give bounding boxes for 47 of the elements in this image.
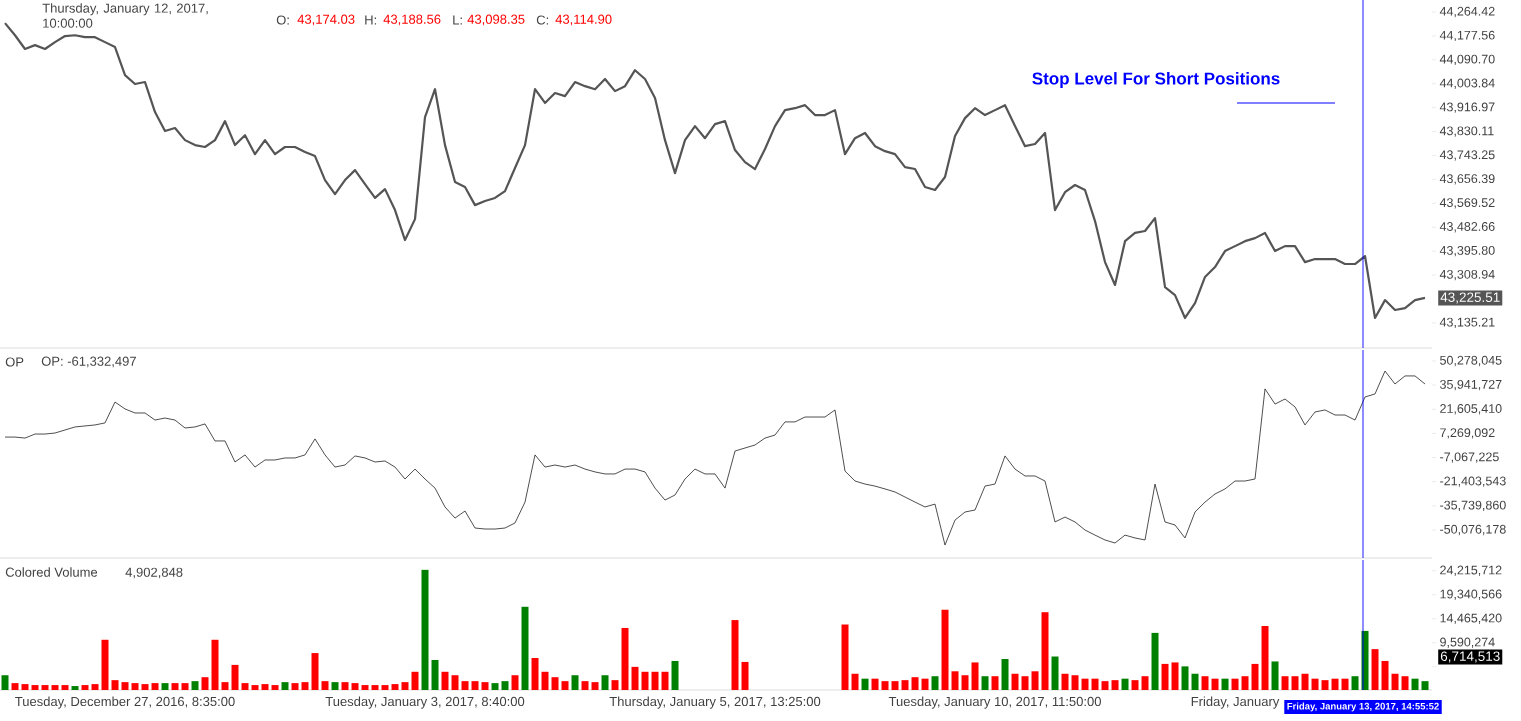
chart-title: OP [5,357,24,367]
y-tick-label: 19,340,566 [1440,589,1502,600]
chart-title: Colored Volume [5,567,98,577]
y-tick-label: 44,003.84 [1439,78,1495,89]
y-tick-label: 43,135.21 [1439,317,1495,329]
y-tick-label: 35,941,727 [1440,379,1502,391]
annotation: C: [536,15,549,25]
annotation: OP: -61,332,497 [41,356,136,368]
annotation: 43,188.56 [383,14,441,26]
x-tick-label: Tuesday, January 10, 2017, 11:50:00 [888,696,1101,709]
annotation: 43,098.35 [467,14,525,26]
y-tick-label: -35,739,860 [1440,500,1506,512]
y-tick-label: 7,269,092 [1440,428,1495,439]
y-tick-label: 43,743.25 [1439,150,1495,161]
annotation: 43,174.03 [297,14,355,26]
y-tick-label: 21,605,410 [1440,404,1502,415]
annotation: Thursday, January 12, 2017, 10:00:00 [42,3,208,28]
y-tick-label: -21,403,543 [1440,476,1506,487]
x-tick-label: Friday, January [1191,696,1280,709]
text: 6,714,513 [1440,651,1500,663]
y-tick-label: -7,067,225 [1440,452,1499,463]
y-tick-label: 9,590,274 [1440,637,1495,648]
annotation: Stop Level For Short Positions [1032,72,1280,88]
annotation: 43,114.90 [555,14,612,26]
y-tick-label: 14,465,420 [1440,613,1502,624]
text: Friday, January 13, 2017, 14:55:52 [1287,702,1439,712]
annotation: 4,902,848 [125,567,183,579]
y-tick-label: 44,264.42 [1439,6,1495,18]
y-tick-label: 43,482.66 [1439,222,1495,233]
annotation: L: [453,15,462,25]
text: 43,225.51 [1440,292,1500,304]
y-tick-label: 44,177.56 [1439,30,1495,42]
x-tick-label: Tuesday, January 3, 2017, 8:40:00 [325,696,525,709]
y-tick-label: 43,395.80 [1439,245,1495,257]
y-tick-label: 43,830.11 [1439,126,1494,137]
annotation: H: [365,15,377,25]
y-tick-label: 43,656.39 [1439,174,1495,185]
annotation: O: [276,15,289,25]
y-tick-label: -50,076,178 [1440,524,1506,536]
x-tick-label: Tuesday, December 27, 2016, 8:35:00 [15,696,235,709]
y-tick-label: 50,278,045 [1440,355,1502,367]
y-tick-label: 43,308.94 [1439,269,1495,281]
x-tick-label: Thursday, January 5, 2017, 13:25:00 [609,696,821,709]
y-tick-label: 43,916.97 [1439,102,1495,113]
y-tick-label: 44,090.70 [1439,54,1495,65]
y-tick-label: 24,215,712 [1440,565,1502,576]
y-tick-label: 43,569.52 [1439,198,1495,209]
